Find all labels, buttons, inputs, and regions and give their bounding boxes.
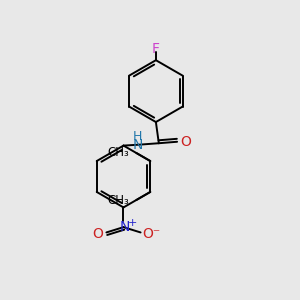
Text: O: O	[92, 227, 103, 241]
Text: O⁻: O⁻	[142, 227, 160, 241]
Text: CH₃: CH₃	[107, 146, 129, 159]
Text: +: +	[128, 218, 137, 228]
Text: N: N	[133, 138, 143, 152]
Text: H: H	[133, 130, 142, 143]
Text: N: N	[120, 220, 130, 234]
Text: O: O	[181, 135, 191, 149]
Text: CH₃: CH₃	[107, 194, 129, 207]
Text: F: F	[152, 42, 160, 56]
